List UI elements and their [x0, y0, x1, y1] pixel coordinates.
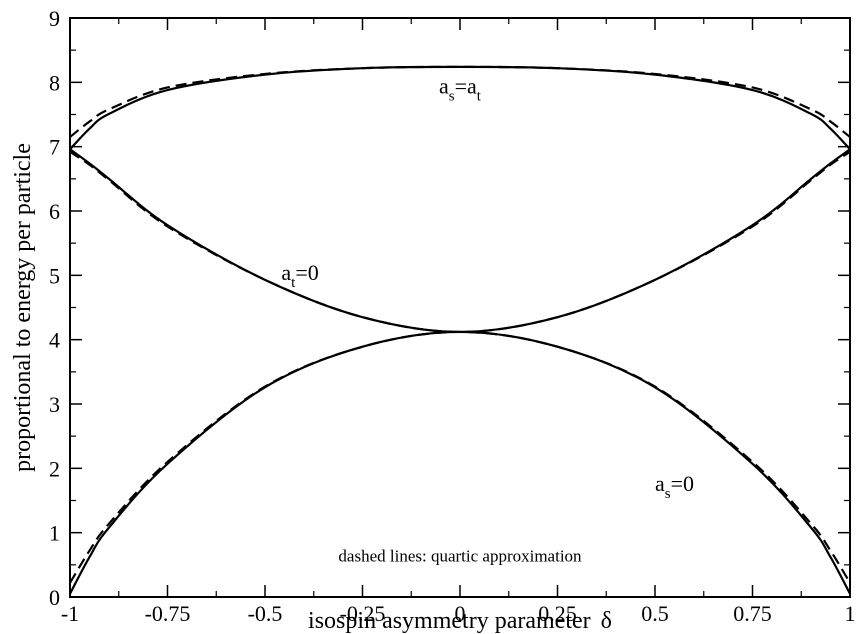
series-line-a-t-0-dashed: [70, 152, 850, 332]
y-tick-label: 9: [49, 6, 60, 31]
curve-label: at=0: [281, 260, 318, 291]
curve-label-mid: =0: [671, 471, 694, 496]
y-tick-label: 0: [49, 585, 60, 610]
series-layer: [70, 67, 850, 594]
series-line-a-t-0-solid: [70, 149, 850, 332]
y-tick-label: 6: [49, 199, 60, 224]
series-line-a-s-0-dashed: [70, 332, 850, 583]
curve-label-mid: =a: [455, 73, 477, 98]
x-tick-label: -1: [61, 601, 79, 626]
plot-frame: [70, 18, 850, 597]
x-tick-label: 1: [845, 601, 856, 626]
curve-label-base: a: [281, 260, 291, 285]
y-tick-label: 1: [49, 521, 60, 546]
curve-label-base: a: [439, 73, 449, 98]
y-axis-label: proportional to energy per particle: [10, 143, 36, 472]
y-tick-label: 3: [49, 392, 60, 417]
y-tick-label: 5: [49, 263, 60, 288]
x-tick-label: -0.5: [248, 601, 283, 626]
curve-label-base: a: [655, 471, 665, 496]
quartic-note: dashed lines: quartic approximation: [338, 547, 582, 566]
x-axis-label: isospin asymmetry parameter δ: [308, 608, 612, 634]
y-tick-label: 2: [49, 456, 60, 481]
curve-label-subscript: t: [477, 88, 482, 104]
x-tick-label: 0.75: [733, 601, 772, 626]
x-tick-label: -0.75: [145, 601, 191, 626]
y-tick-label: 8: [49, 70, 60, 95]
x-axis-label-symbol: δ: [601, 608, 612, 634]
x-tick-label: 0.5: [641, 601, 669, 626]
curve-label: as=0: [655, 471, 694, 502]
curve-label-mid: =0: [295, 260, 318, 285]
curve-label: as=at: [439, 73, 482, 104]
x-axis-label-text: isospin asymmetry parameter: [308, 608, 591, 634]
y-tick-label: 4: [49, 328, 60, 353]
y-tick-label: 7: [49, 135, 60, 160]
